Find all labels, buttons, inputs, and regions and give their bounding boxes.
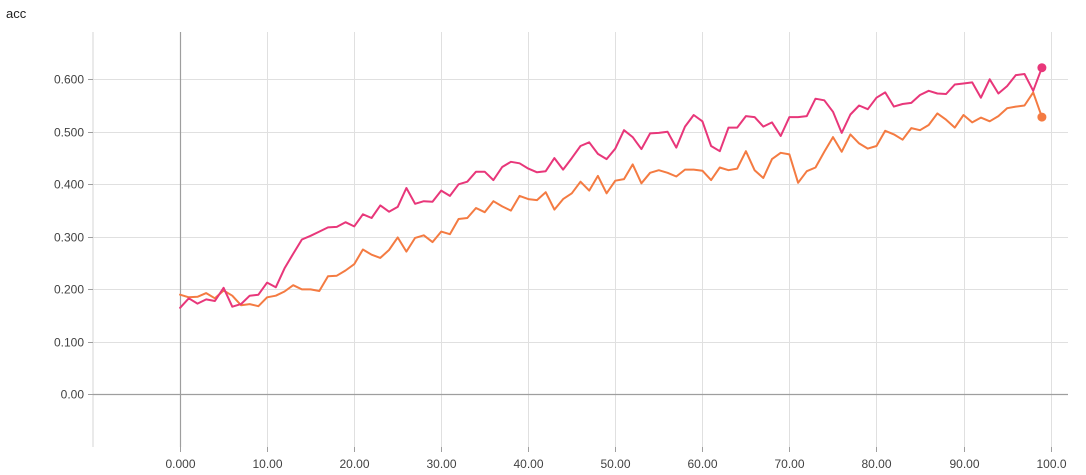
- series-end-point-1: [1037, 63, 1047, 73]
- x-tick-label: 80.00: [861, 457, 891, 471]
- x-tick-label: 0.000: [165, 457, 195, 471]
- x-tick-label: 30.00: [426, 457, 456, 471]
- y-tick-label: 0.500: [54, 126, 84, 140]
- series-layer: [179, 63, 1047, 309]
- y-tick-label: 0.600: [54, 73, 84, 87]
- axes: [88, 32, 1068, 452]
- grid: [92, 32, 1068, 447]
- series-line-2: [179, 91, 1043, 308]
- y-tick-label: 0.300: [54, 231, 84, 245]
- x-tick-label: 10.00: [252, 457, 282, 471]
- y-tick-label: 0.200: [54, 283, 84, 297]
- x-tick-label: 20.00: [339, 457, 369, 471]
- x-tick-label: 60.00: [687, 457, 717, 471]
- x-tick-label: 40.00: [513, 457, 543, 471]
- x-tick-label: 50.00: [600, 457, 630, 471]
- chart-title: acc: [6, 6, 27, 21]
- x-tick-label: 90.00: [949, 457, 979, 471]
- x-tick-label: 100.0: [1036, 457, 1066, 471]
- x-tick-label: 70.00: [774, 457, 804, 471]
- y-tick-label: 0.400: [54, 178, 84, 192]
- series-line-1: [179, 66, 1043, 309]
- y-tick-label: 0.100: [54, 336, 84, 350]
- tick-labels: 0.000 10.00 20.00 30.00 40.00 50.00 60.00 70.00…: [54, 73, 1067, 472]
- y-tick-label: 0.00: [61, 388, 85, 402]
- series-end-point-2: [1037, 112, 1047, 122]
